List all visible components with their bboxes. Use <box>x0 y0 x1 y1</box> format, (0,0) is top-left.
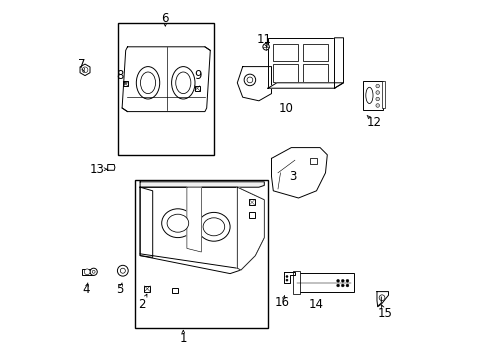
Bar <box>363 81 382 110</box>
Text: 8: 8 <box>116 69 124 82</box>
Bar <box>194 86 200 91</box>
Text: 9: 9 <box>194 69 201 82</box>
Bar <box>272 44 297 61</box>
Text: 5: 5 <box>116 283 124 296</box>
Ellipse shape <box>171 67 195 99</box>
Bar <box>249 199 254 205</box>
Bar <box>118 23 213 155</box>
Circle shape <box>117 265 128 276</box>
Bar <box>249 212 254 218</box>
Circle shape <box>84 269 90 275</box>
Bar <box>382 81 385 108</box>
Circle shape <box>375 84 379 88</box>
Bar <box>134 180 267 328</box>
Text: 13: 13 <box>89 163 104 176</box>
Ellipse shape <box>140 72 155 94</box>
Ellipse shape <box>197 212 230 241</box>
Bar <box>171 288 178 293</box>
Text: 1: 1 <box>179 332 187 345</box>
Bar <box>272 64 297 82</box>
Polygon shape <box>334 38 343 88</box>
Bar <box>303 64 328 82</box>
Bar <box>292 271 300 294</box>
Ellipse shape <box>167 214 188 232</box>
Circle shape <box>341 284 344 287</box>
Polygon shape <box>237 187 264 270</box>
Circle shape <box>336 284 339 287</box>
Bar <box>310 158 316 164</box>
Text: 12: 12 <box>366 116 381 129</box>
Polygon shape <box>267 83 343 88</box>
Bar <box>303 44 328 61</box>
Text: 10: 10 <box>278 102 293 114</box>
Polygon shape <box>122 47 210 112</box>
Bar <box>144 286 150 292</box>
Circle shape <box>285 275 287 278</box>
Text: 11: 11 <box>256 33 271 46</box>
Polygon shape <box>80 64 90 76</box>
Circle shape <box>246 77 252 83</box>
Circle shape <box>378 295 384 301</box>
Text: 6: 6 <box>161 12 169 24</box>
Bar <box>294 273 353 292</box>
Circle shape <box>92 270 95 273</box>
Polygon shape <box>237 67 271 101</box>
Ellipse shape <box>365 87 372 104</box>
Circle shape <box>346 284 348 287</box>
Circle shape <box>120 268 125 273</box>
Polygon shape <box>107 165 115 170</box>
Text: 3: 3 <box>289 170 296 183</box>
Circle shape <box>375 91 379 94</box>
Circle shape <box>285 279 287 281</box>
Text: 16: 16 <box>274 296 289 309</box>
Circle shape <box>336 279 339 282</box>
Bar <box>123 81 128 86</box>
Polygon shape <box>186 187 201 252</box>
Text: 14: 14 <box>308 298 324 311</box>
Polygon shape <box>271 148 326 198</box>
Bar <box>267 38 334 88</box>
Circle shape <box>375 97 379 101</box>
Polygon shape <box>140 187 152 257</box>
Bar <box>81 269 92 275</box>
Polygon shape <box>376 292 387 307</box>
Ellipse shape <box>136 67 160 99</box>
Ellipse shape <box>162 209 194 238</box>
Ellipse shape <box>203 218 224 236</box>
Circle shape <box>82 67 88 73</box>
Text: 15: 15 <box>377 307 391 320</box>
Circle shape <box>263 44 269 50</box>
Polygon shape <box>140 182 264 187</box>
Circle shape <box>244 74 255 86</box>
Circle shape <box>375 104 379 107</box>
Text: 4: 4 <box>82 283 90 296</box>
Ellipse shape <box>175 72 190 94</box>
Circle shape <box>341 279 344 282</box>
Text: 2: 2 <box>138 298 145 311</box>
Polygon shape <box>284 272 294 283</box>
Circle shape <box>346 279 348 282</box>
Circle shape <box>90 268 97 275</box>
Text: 7: 7 <box>78 58 85 71</box>
Polygon shape <box>140 187 264 274</box>
